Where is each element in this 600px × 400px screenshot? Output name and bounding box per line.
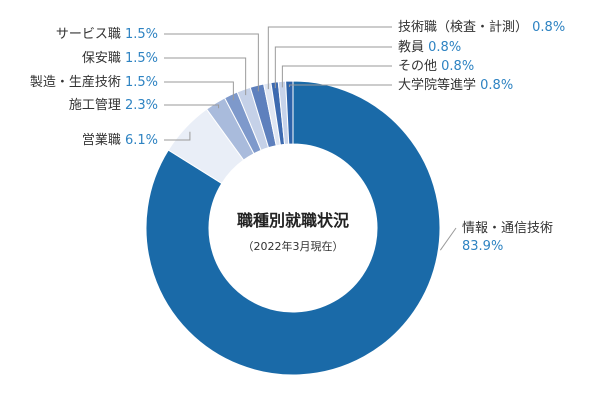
- leader-line-6: [267, 26, 392, 90]
- leader-line-3: [164, 81, 234, 101]
- leader-line-0: [439, 227, 457, 251]
- leader-lines: [164, 26, 457, 251]
- leader-line-4: [164, 57, 247, 96]
- leader-line-9: [288, 84, 392, 88]
- chart-title: 職種別就職状況: [237, 211, 349, 230]
- slice-label-0: 情報・通信技術: [462, 221, 553, 236]
- slice-value-0: 83.9%: [462, 239, 503, 254]
- slice-label-1: 営業職 6.1%: [82, 132, 158, 148]
- slice-label-5: サービス職 1.5%: [56, 27, 158, 42]
- slice-label-9: 大学院等進学 0.8%: [398, 77, 513, 93]
- slice-label-4: 保安職 1.5%: [82, 51, 158, 66]
- chart-subtitle: （2022年3月現在）: [243, 239, 344, 253]
- leader-line-2: [164, 104, 220, 109]
- slice-labels: 情報・通信技術 83.9% 営業職 6.1% 施工管理 2.3% 製造・生産技術 1.5…: [30, 19, 565, 254]
- slice-0: [145, 80, 441, 376]
- slice-label-3: 製造・生産技術 1.5%: [30, 74, 158, 90]
- slice-label-6: 技術職（検査・計測） 0.8%: [398, 19, 565, 35]
- leader-line-7: [274, 46, 392, 89]
- slice-label-8: その他 0.8%: [398, 59, 474, 74]
- leader-line-1: [164, 131, 191, 141]
- slice-label-2: 施工管理 2.3%: [69, 98, 158, 113]
- slice-label-7: 教員 0.8%: [398, 39, 461, 55]
- slice-9: [285, 80, 294, 145]
- leader-line-5: [164, 33, 259, 92]
- leader-line-8: [281, 65, 392, 88]
